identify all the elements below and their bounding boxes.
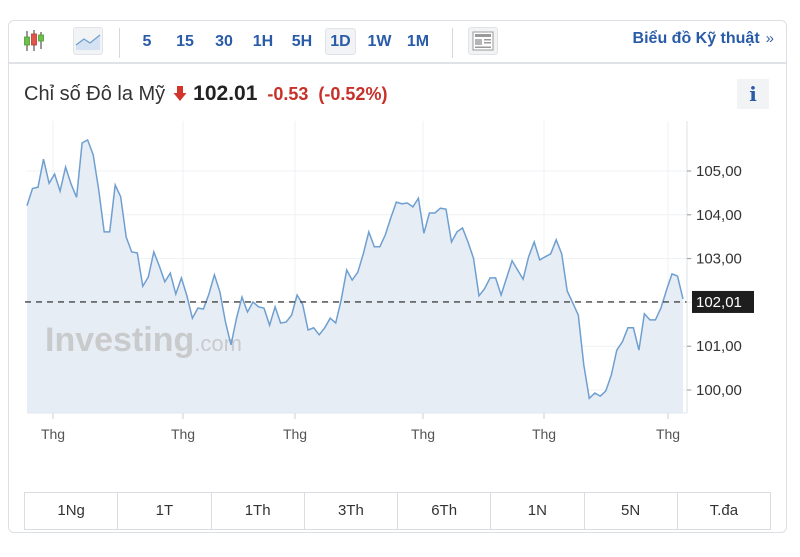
x-tick-label: Thg (283, 426, 307, 442)
y-tick-label: 104,00 (696, 207, 742, 224)
chart-widget: 5 15 30 1H 5H 1D 1W 1M Biểu đồ Kỹ thuật »… (8, 20, 787, 533)
svg-text:102,01: 102,01 (696, 294, 742, 311)
range-1-day[interactable]: 1Ng (25, 493, 119, 529)
info-button[interactable]: i (737, 79, 769, 109)
x-tick-label: Thg (656, 426, 680, 442)
x-tick-label: Thg (171, 426, 195, 442)
timeframe-15[interactable]: 15 (176, 33, 194, 50)
timeframe-1m[interactable]: 1M (406, 33, 430, 50)
timeframe-1w[interactable]: 1W (367, 33, 392, 50)
timeframe-1d[interactable]: 1D (325, 28, 356, 55)
technical-chart-link-label: Biểu đồ Kỹ thuật (632, 30, 760, 47)
last-price-tag (692, 290, 754, 313)
candlestick-chart-icon[interactable] (19, 27, 49, 55)
down-arrow-icon (173, 86, 187, 101)
x-tick-label: Thg (532, 426, 556, 442)
price-change: -0.53 (267, 83, 309, 104)
x-tick-label: Thg (411, 426, 435, 442)
price-change-percent: (-0.52%) (318, 83, 388, 104)
x-tick-label: Thg (41, 426, 65, 442)
instrument-name: Chỉ số Đô la Mỹ (24, 82, 166, 105)
timeframe-30[interactable]: 30 (215, 33, 233, 50)
range-1-year[interactable]: 1N (491, 493, 585, 529)
chart-price-line (26, 138, 684, 400)
toolbar-divider (119, 28, 120, 58)
chart-toolbar: 5 15 30 1H 5H 1D 1W 1M Biểu đồ Kỹ thuật » (9, 21, 786, 64)
price-chart[interactable]: Investing.com105,00104,00103,00101,00100… (9, 21, 788, 491)
last-price: 102.01 (193, 82, 258, 105)
instrument-header: Chỉ số Đô la Mỹ 102.01 -0.53 (-0.52%) (24, 81, 387, 107)
technical-chart-link[interactable]: Biểu đồ Kỹ thuật » (633, 30, 774, 48)
y-tick-label: 103,00 (696, 251, 742, 268)
timeframe-1h[interactable]: 1H (252, 33, 274, 50)
news-layout-icon[interactable] (468, 27, 498, 55)
range-max[interactable]: T.đa (709, 502, 739, 519)
range-1-week[interactable]: 1T (118, 493, 212, 529)
range-selector: 1Ng 1T 1Th 3Th 6Th 1N 5N T.đa (24, 492, 771, 530)
range-6-months[interactable]: 6Th (398, 493, 492, 529)
y-tick-label: 101,00 (696, 338, 742, 355)
range-5-years[interactable]: 5N (585, 493, 678, 529)
y-tick-label: 105,00 (696, 163, 742, 180)
area-chart-icon[interactable] (73, 27, 103, 55)
range-1-month[interactable]: 1Th (212, 493, 305, 529)
y-tick-label: 100,00 (696, 382, 742, 399)
double-chevron-right-icon: » (765, 30, 774, 47)
range-3-months[interactable]: 3Th (305, 493, 398, 529)
timeframe-5h[interactable]: 5H (291, 33, 313, 50)
toolbar-divider (452, 28, 453, 58)
timeframe-5[interactable]: 5 (142, 33, 152, 50)
